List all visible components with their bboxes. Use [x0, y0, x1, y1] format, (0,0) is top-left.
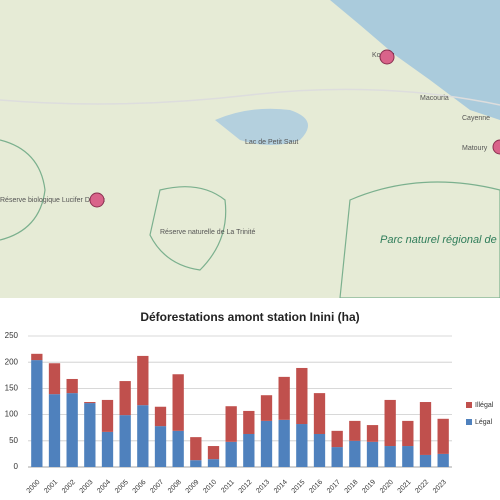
bar	[296, 424, 308, 467]
bar	[154, 426, 167, 467]
bar	[101, 399, 114, 432]
bar	[437, 418, 449, 454]
bar	[190, 460, 202, 467]
bar	[243, 433, 255, 467]
bar	[101, 431, 114, 467]
bar	[31, 353, 43, 361]
y-tick-label: 50	[9, 436, 18, 445]
bar	[384, 399, 396, 447]
bar	[225, 441, 237, 467]
bar	[119, 415, 131, 467]
bar	[48, 363, 61, 395]
bar	[172, 430, 184, 467]
bar	[419, 402, 432, 455]
bar	[48, 394, 61, 467]
bar	[437, 453, 449, 467]
bar	[66, 378, 78, 394]
station-marker[interactable]	[89, 192, 105, 208]
station-marker[interactable]	[492, 139, 500, 155]
bar	[66, 393, 78, 467]
bar	[331, 430, 343, 448]
bar	[313, 433, 326, 467]
lake	[215, 108, 308, 145]
bar	[296, 367, 308, 425]
y-tick-label: 250	[5, 331, 19, 340]
y-tick-label: 150	[5, 384, 19, 393]
bar	[137, 355, 149, 406]
bar	[278, 376, 290, 420]
map-label: Lac de Petit Saut	[245, 139, 298, 146]
bar	[402, 420, 414, 447]
bar	[419, 454, 432, 467]
legend-swatch	[466, 419, 472, 425]
station-marker[interactable]	[379, 49, 395, 65]
bar	[278, 419, 290, 467]
bar	[84, 402, 96, 404]
bar	[243, 410, 255, 434]
bar	[402, 446, 414, 467]
bar	[190, 437, 202, 461]
y-tick-label: 200	[5, 357, 19, 366]
road	[0, 88, 500, 106]
bar	[331, 447, 343, 467]
bar	[207, 459, 220, 467]
y-tick-label: 100	[5, 410, 19, 419]
legend-swatch	[466, 402, 472, 408]
map: Kourou Macouria Cayenne Matoury Lac de P…	[0, 0, 500, 299]
legend-label: Légal	[475, 419, 493, 426]
bar	[84, 403, 96, 467]
map-label: Macouria	[420, 95, 449, 102]
legend-label: Illégal	[475, 402, 494, 409]
bar	[137, 405, 149, 467]
map-label: Parc naturel régional de Guyane	[380, 234, 500, 246]
bar	[225, 406, 237, 442]
bar	[260, 420, 273, 467]
map-label: Matoury	[462, 145, 488, 152]
bar	[172, 374, 184, 431]
bar	[366, 441, 379, 467]
bar	[31, 360, 43, 467]
chart-title: Déforestations amont station Inini (ha)	[140, 310, 359, 324]
reserve-border	[0, 139, 46, 241]
y-tick-label: 0	[14, 462, 19, 471]
sea	[330, 0, 500, 120]
bar	[260, 395, 273, 421]
bar	[349, 440, 361, 467]
map-label: Réserve biologique Lucifer Dékou	[0, 197, 105, 204]
bar	[349, 420, 361, 441]
map-label: Cayenne	[462, 115, 490, 122]
park-border	[339, 181, 500, 299]
bar	[384, 446, 396, 467]
reserve-border	[149, 186, 227, 271]
bar	[207, 446, 220, 460]
bar	[154, 406, 167, 427]
bar	[313, 393, 326, 434]
bar	[119, 381, 131, 416]
map-label: Réserve naturelle de La Trinité	[160, 229, 255, 236]
bar	[366, 425, 379, 442]
